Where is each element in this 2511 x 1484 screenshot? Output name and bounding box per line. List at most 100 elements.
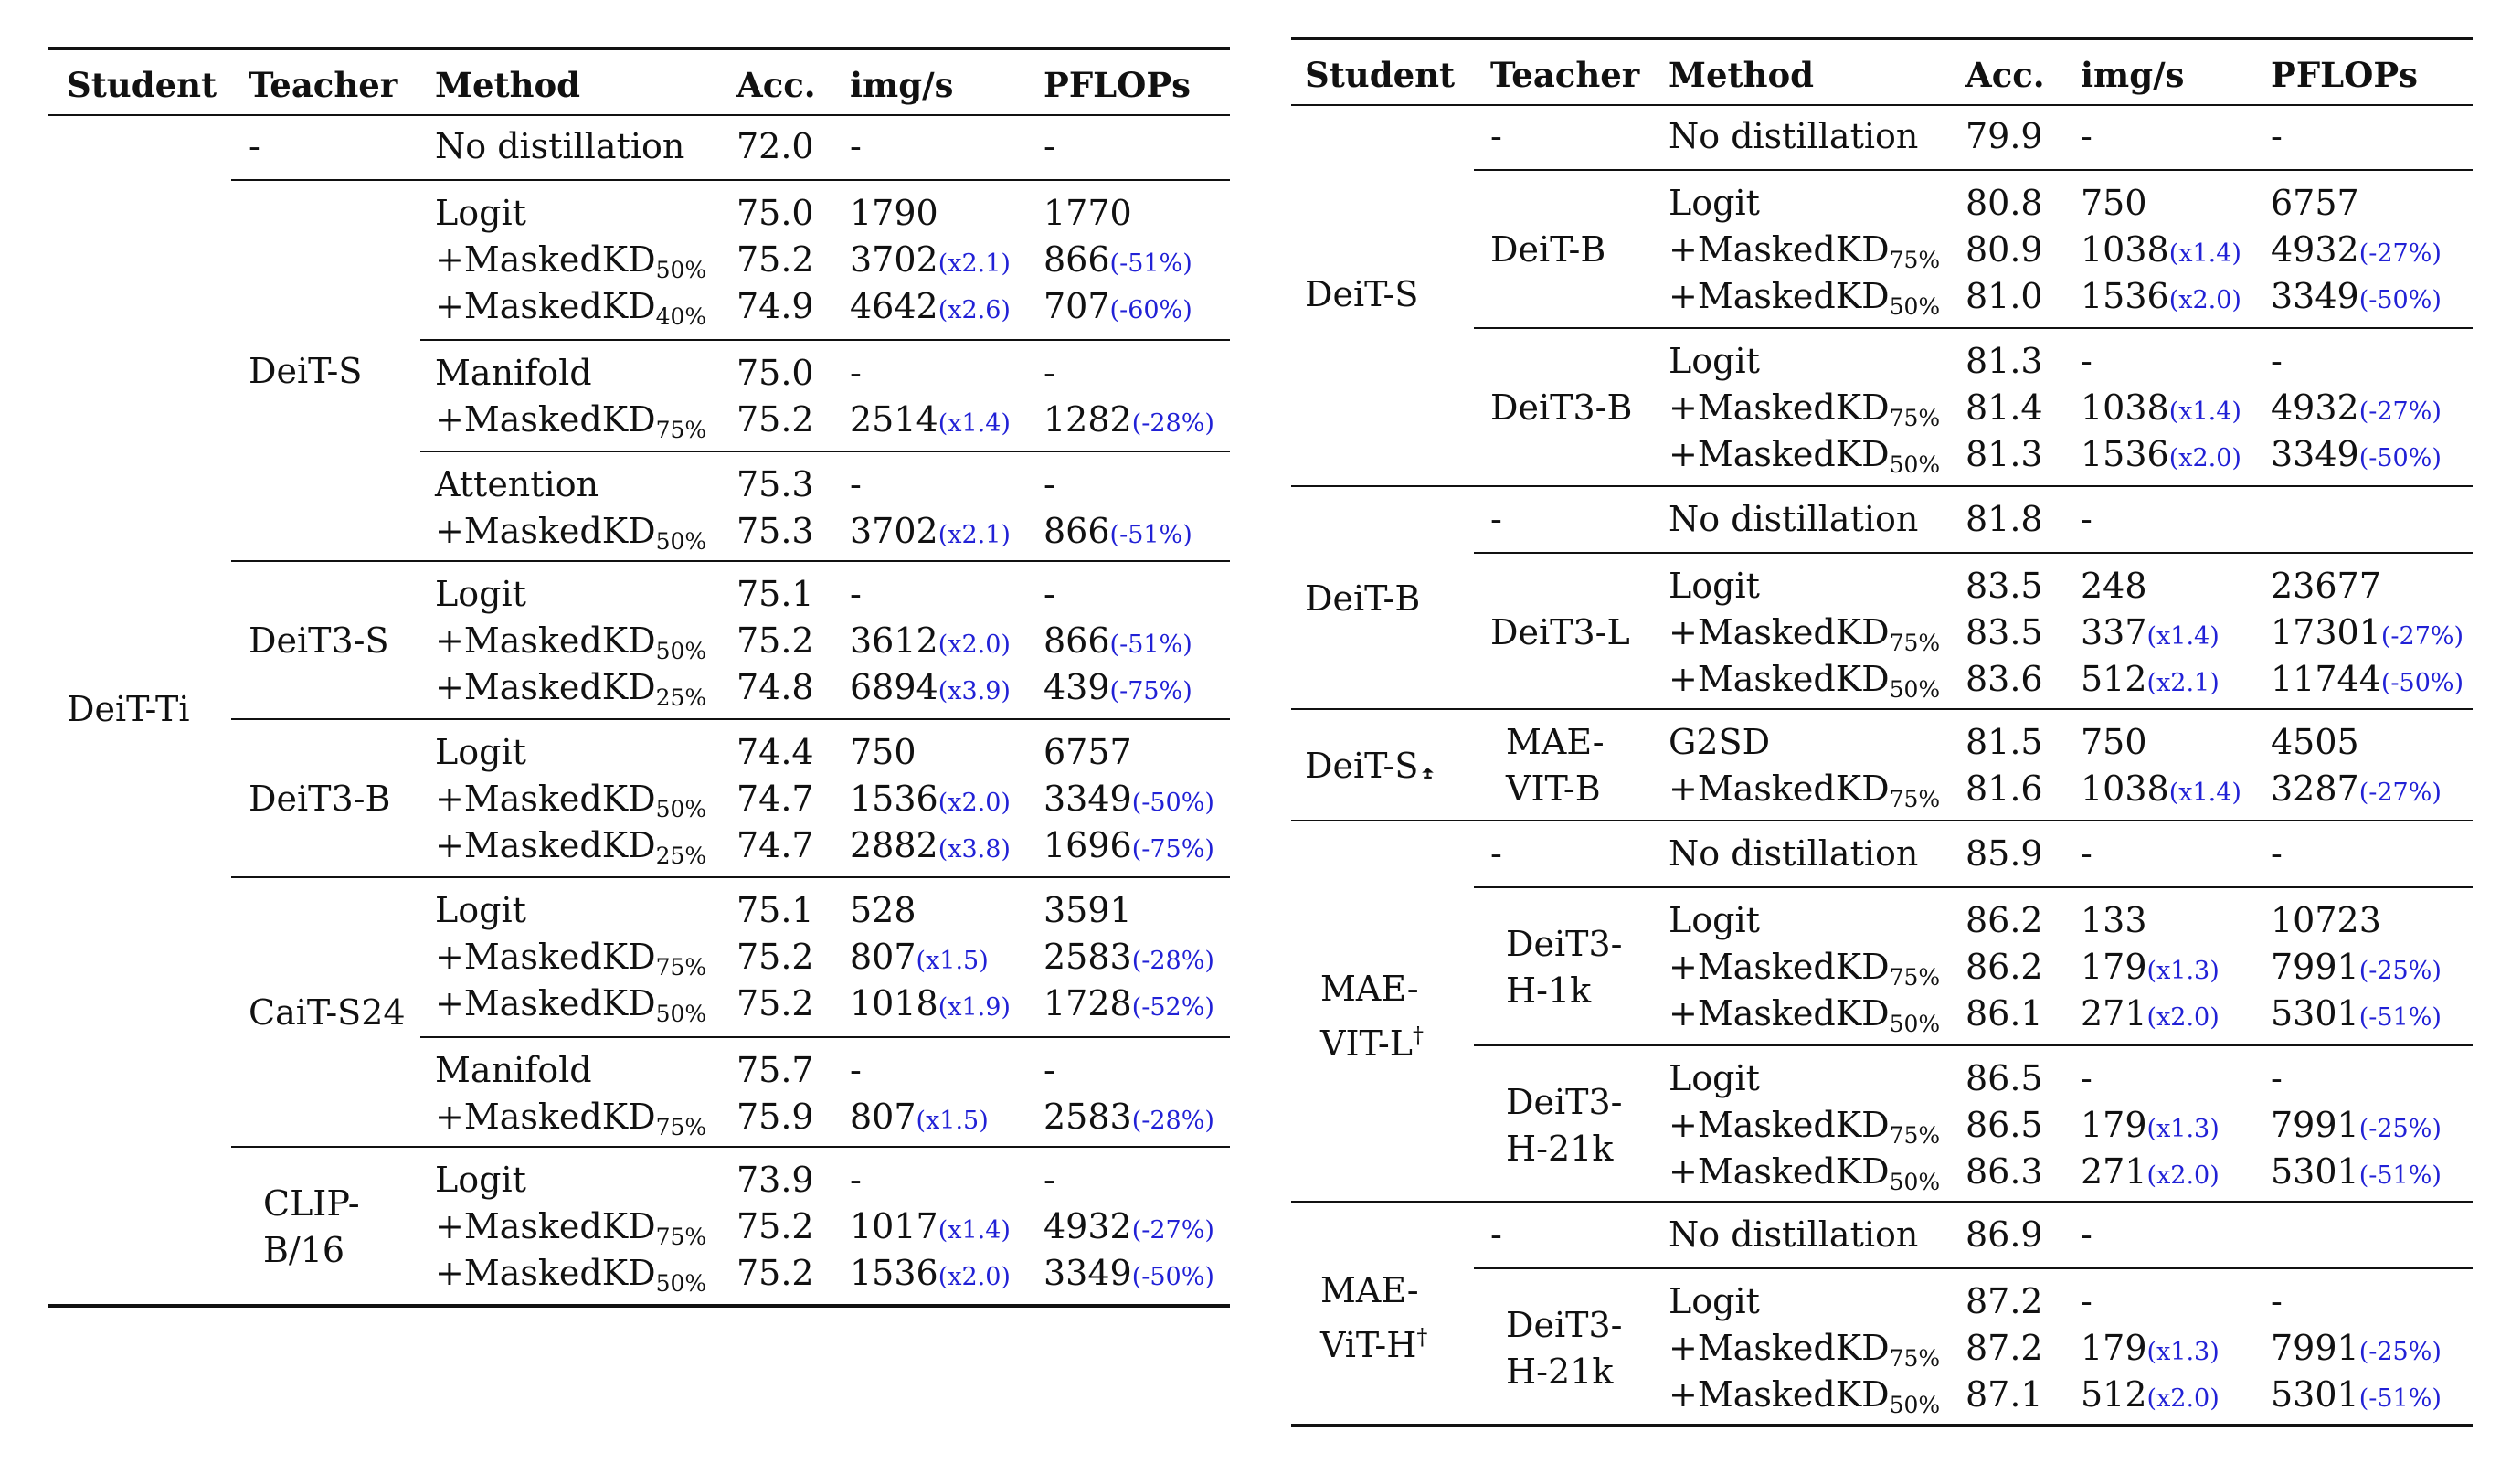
teacher-label-line: B/16 [263, 1229, 345, 1270]
mask-ratio: 50% [1889, 1011, 1941, 1037]
accuracy-cell: 75.7 [736, 1050, 814, 1090]
right-results-table: Student Teacher Method Acc. img/s PFLOPs DeiT-… [1291, 37, 2473, 1427]
speedup-value: (x1.5) [916, 1107, 989, 1135]
table-row: +MaskedKD50% 86.3 271(x2.0) 5301(-51%) [1474, 1149, 2473, 1195]
method-cell: +MaskedKD50% [435, 508, 706, 565]
pflops-value: - [2271, 341, 2283, 381]
pflops-reduction: (-27%) [2358, 398, 2442, 426]
mask-ratio: 50% [1889, 1169, 1941, 1195]
throughput-cell: 271(x2.0) [2081, 991, 2220, 1041]
method-name: Logit [1669, 1281, 1760, 1321]
method-cell: Logit [1669, 1278, 1760, 1325]
pflops-value: - [2271, 116, 2283, 156]
teacher-label: DeiT3-B [1490, 387, 1633, 428]
pflops-cell: - [1044, 123, 1055, 170]
accuracy-cell: 81.0 [1965, 276, 2043, 316]
throughput-value: - [850, 126, 862, 166]
throughput-value: 1536 [850, 779, 938, 819]
pflops-cell: 3349(-50%) [2271, 273, 2442, 323]
throughput-value: - [2081, 1214, 2092, 1255]
method-name: +MaskedKD [1669, 1151, 1890, 1192]
throughput-value: 271 [2081, 1151, 2147, 1192]
pflops-cell: - [1044, 461, 1055, 508]
method-block: Logit 75.0 1790 1770 +MaskedKD50% 75.2 3702(x2… [420, 181, 1230, 339]
throughput-cell: - [2081, 831, 2092, 877]
teacher-group: DeiT3-S Logit 75.1- - +MaskedKD50% 75.2 3612(x… [231, 560, 1230, 720]
table-row: +MaskedKD75% 86.2 179(x1.3) 7991(-25%) [1474, 944, 2473, 991]
throughput-value: 1536 [2081, 434, 2169, 474]
throughput-value: 248 [2081, 566, 2147, 606]
throughput-value: - [2081, 1058, 2092, 1098]
pflops-value: - [2271, 1058, 2283, 1098]
pflops-cell: 4932(-27%) [2271, 227, 2442, 277]
pflops-reduction: (-50%) [2358, 286, 2442, 314]
method-cell: +MaskedKD50% [1669, 431, 1940, 488]
table-row: No distillation 79.9- - [1474, 113, 2473, 160]
pflops-reduction: (-75%) [1131, 835, 1214, 864]
pflops-reduction: (-51%) [2358, 1003, 2442, 1032]
throughput-value: 4642 [850, 286, 938, 326]
throughput-cell: - [850, 461, 862, 508]
pflops-value: - [1044, 353, 1055, 393]
pflops-cell: 3349(-50%) [1044, 776, 1214, 826]
table-row: Manifold 75.0- - [420, 350, 1230, 397]
method-name: +MaskedKD [435, 937, 656, 977]
method-name: Logit [435, 574, 526, 614]
header-cell: Student [1305, 55, 1456, 95]
pflops-value: 1770 [1044, 193, 1132, 233]
table-row: Attention 75.3- - [420, 461, 1230, 508]
teacher-label: DeiT3-B [249, 779, 391, 819]
throughput-cell: 1018(x1.9) [850, 980, 1011, 1031]
pflops-reduction: (-25%) [2358, 957, 2442, 985]
method-cell: +MaskedKD75% [435, 934, 706, 991]
throughput-cell: 337(x1.4) [2081, 610, 2220, 660]
student-label: DeiT-Ti [67, 688, 190, 729]
teacher-label-line: DeiT3- [1506, 1304, 1623, 1345]
mask-ratio: 75% [655, 954, 707, 980]
method-cell: +MaskedKD25% [435, 664, 706, 721]
teacher-label: DeiT-B [1490, 229, 1606, 270]
pflops-cell: - [2271, 1278, 2283, 1325]
pflops-reduction: (-25%) [2358, 1115, 2442, 1143]
pflops-cell: 3287(-27%) [2271, 766, 2442, 816]
mask-ratio: 50% [655, 638, 707, 664]
teacher-label: CaiT-S24 [249, 992, 406, 1033]
teacher-group: DeiT-S Logit 75.0 1790 1770 +MaskedKD50% 75.2 3… [231, 179, 1230, 562]
method-block: Logit 73.9- - +MaskedKD75% 75.2 1017(x1.4) 493… [420, 1148, 1230, 1306]
header-cell: Student [67, 65, 217, 105]
table-row: +MaskedKD75% 75.2 1017(x1.4) 4932(-27%) [420, 1203, 1230, 1250]
pflops-value: 2583 [1044, 1097, 1132, 1137]
pflops-cell: 2583(-28%) [1044, 934, 1214, 984]
mask-ratio: 50% [1889, 293, 1941, 320]
teacher-label: DeiT3-S [249, 620, 389, 661]
mask-ratio: 75% [1889, 1122, 1941, 1149]
method-name: Logit [1669, 341, 1760, 381]
mask-ratio: 75% [655, 1224, 707, 1250]
throughput-cell: 2514(x1.4) [850, 397, 1011, 447]
speedup-value: (x2.0) [2168, 444, 2241, 472]
accuracy-cell: 81.6 [1965, 768, 2043, 809]
pflops-reduction: (-27%) [2358, 239, 2442, 268]
teacher-label-line: MAE- [1506, 722, 1605, 762]
method-name: +MaskedKD [435, 983, 656, 1023]
table-row: No distillation 81.8- [1474, 496, 2473, 543]
method-cell: +MaskedKD75% [435, 397, 706, 453]
throughput-cell: 512(x2.0) [2081, 1372, 2220, 1422]
accuracy-cell: 75.0 [736, 353, 814, 393]
throughput-value: 1790 [850, 193, 938, 233]
teacher-label-line: VIT-B [1506, 768, 1601, 809]
pflops-value: 6757 [1044, 732, 1132, 772]
method-block: No distillation 72.0- - [420, 114, 1230, 179]
speedup-value: (x2.0) [2146, 1003, 2220, 1032]
table-row: Logit 75.0 1790 1770 [420, 190, 1230, 237]
method-name: +MaskedKD [435, 825, 656, 865]
pflops-cell: 1728(-52%) [1044, 980, 1214, 1031]
method-name: No distillation [1669, 499, 1919, 539]
pflops-reduction: (-51%) [2358, 1384, 2442, 1413]
throughput-cell: 2882(x3.8) [850, 822, 1011, 873]
method-cell: Manifold [435, 1047, 592, 1094]
table-row: +MaskedKD75% 87.2 179(x1.3) 7991(-25%) [1474, 1325, 2473, 1372]
mask-ratio: 25% [655, 843, 707, 869]
pflops-reduction: (-51%) [2358, 1161, 2442, 1190]
pflops-value: 1728 [1044, 983, 1132, 1023]
